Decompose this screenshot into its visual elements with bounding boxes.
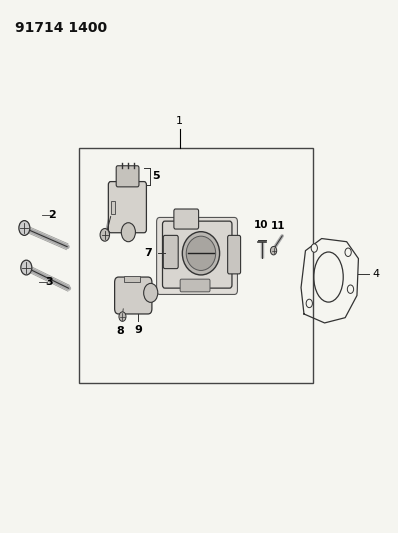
Bar (79, 148, 313, 383)
Bar (125, 276, 140, 282)
Text: 1: 1 (176, 116, 183, 126)
Ellipse shape (182, 232, 220, 275)
FancyBboxPatch shape (180, 279, 210, 292)
Text: 4: 4 (372, 269, 379, 279)
Circle shape (119, 312, 126, 321)
FancyBboxPatch shape (162, 221, 232, 288)
Circle shape (21, 260, 32, 275)
Text: 10: 10 (254, 220, 268, 230)
Circle shape (345, 248, 351, 256)
Circle shape (306, 299, 312, 308)
FancyBboxPatch shape (108, 182, 146, 233)
Bar (111, 200, 115, 214)
Circle shape (100, 229, 109, 241)
FancyBboxPatch shape (174, 209, 199, 229)
Text: 11: 11 (271, 221, 285, 231)
Text: 9: 9 (134, 325, 142, 335)
Circle shape (311, 244, 318, 252)
FancyBboxPatch shape (157, 217, 238, 294)
Circle shape (121, 223, 135, 241)
Text: 5: 5 (152, 171, 160, 181)
Text: 2: 2 (48, 210, 56, 220)
Text: 7: 7 (144, 248, 152, 259)
Text: 3: 3 (45, 277, 53, 287)
FancyBboxPatch shape (228, 236, 241, 274)
Circle shape (270, 246, 277, 255)
FancyBboxPatch shape (116, 166, 139, 187)
FancyBboxPatch shape (163, 236, 178, 269)
FancyBboxPatch shape (115, 277, 152, 314)
Text: 8: 8 (117, 326, 125, 336)
Ellipse shape (186, 236, 216, 270)
Circle shape (19, 221, 30, 236)
Text: 6: 6 (109, 215, 117, 225)
Circle shape (347, 285, 354, 293)
Circle shape (144, 284, 158, 302)
Text: 91714 1400: 91714 1400 (15, 21, 107, 35)
